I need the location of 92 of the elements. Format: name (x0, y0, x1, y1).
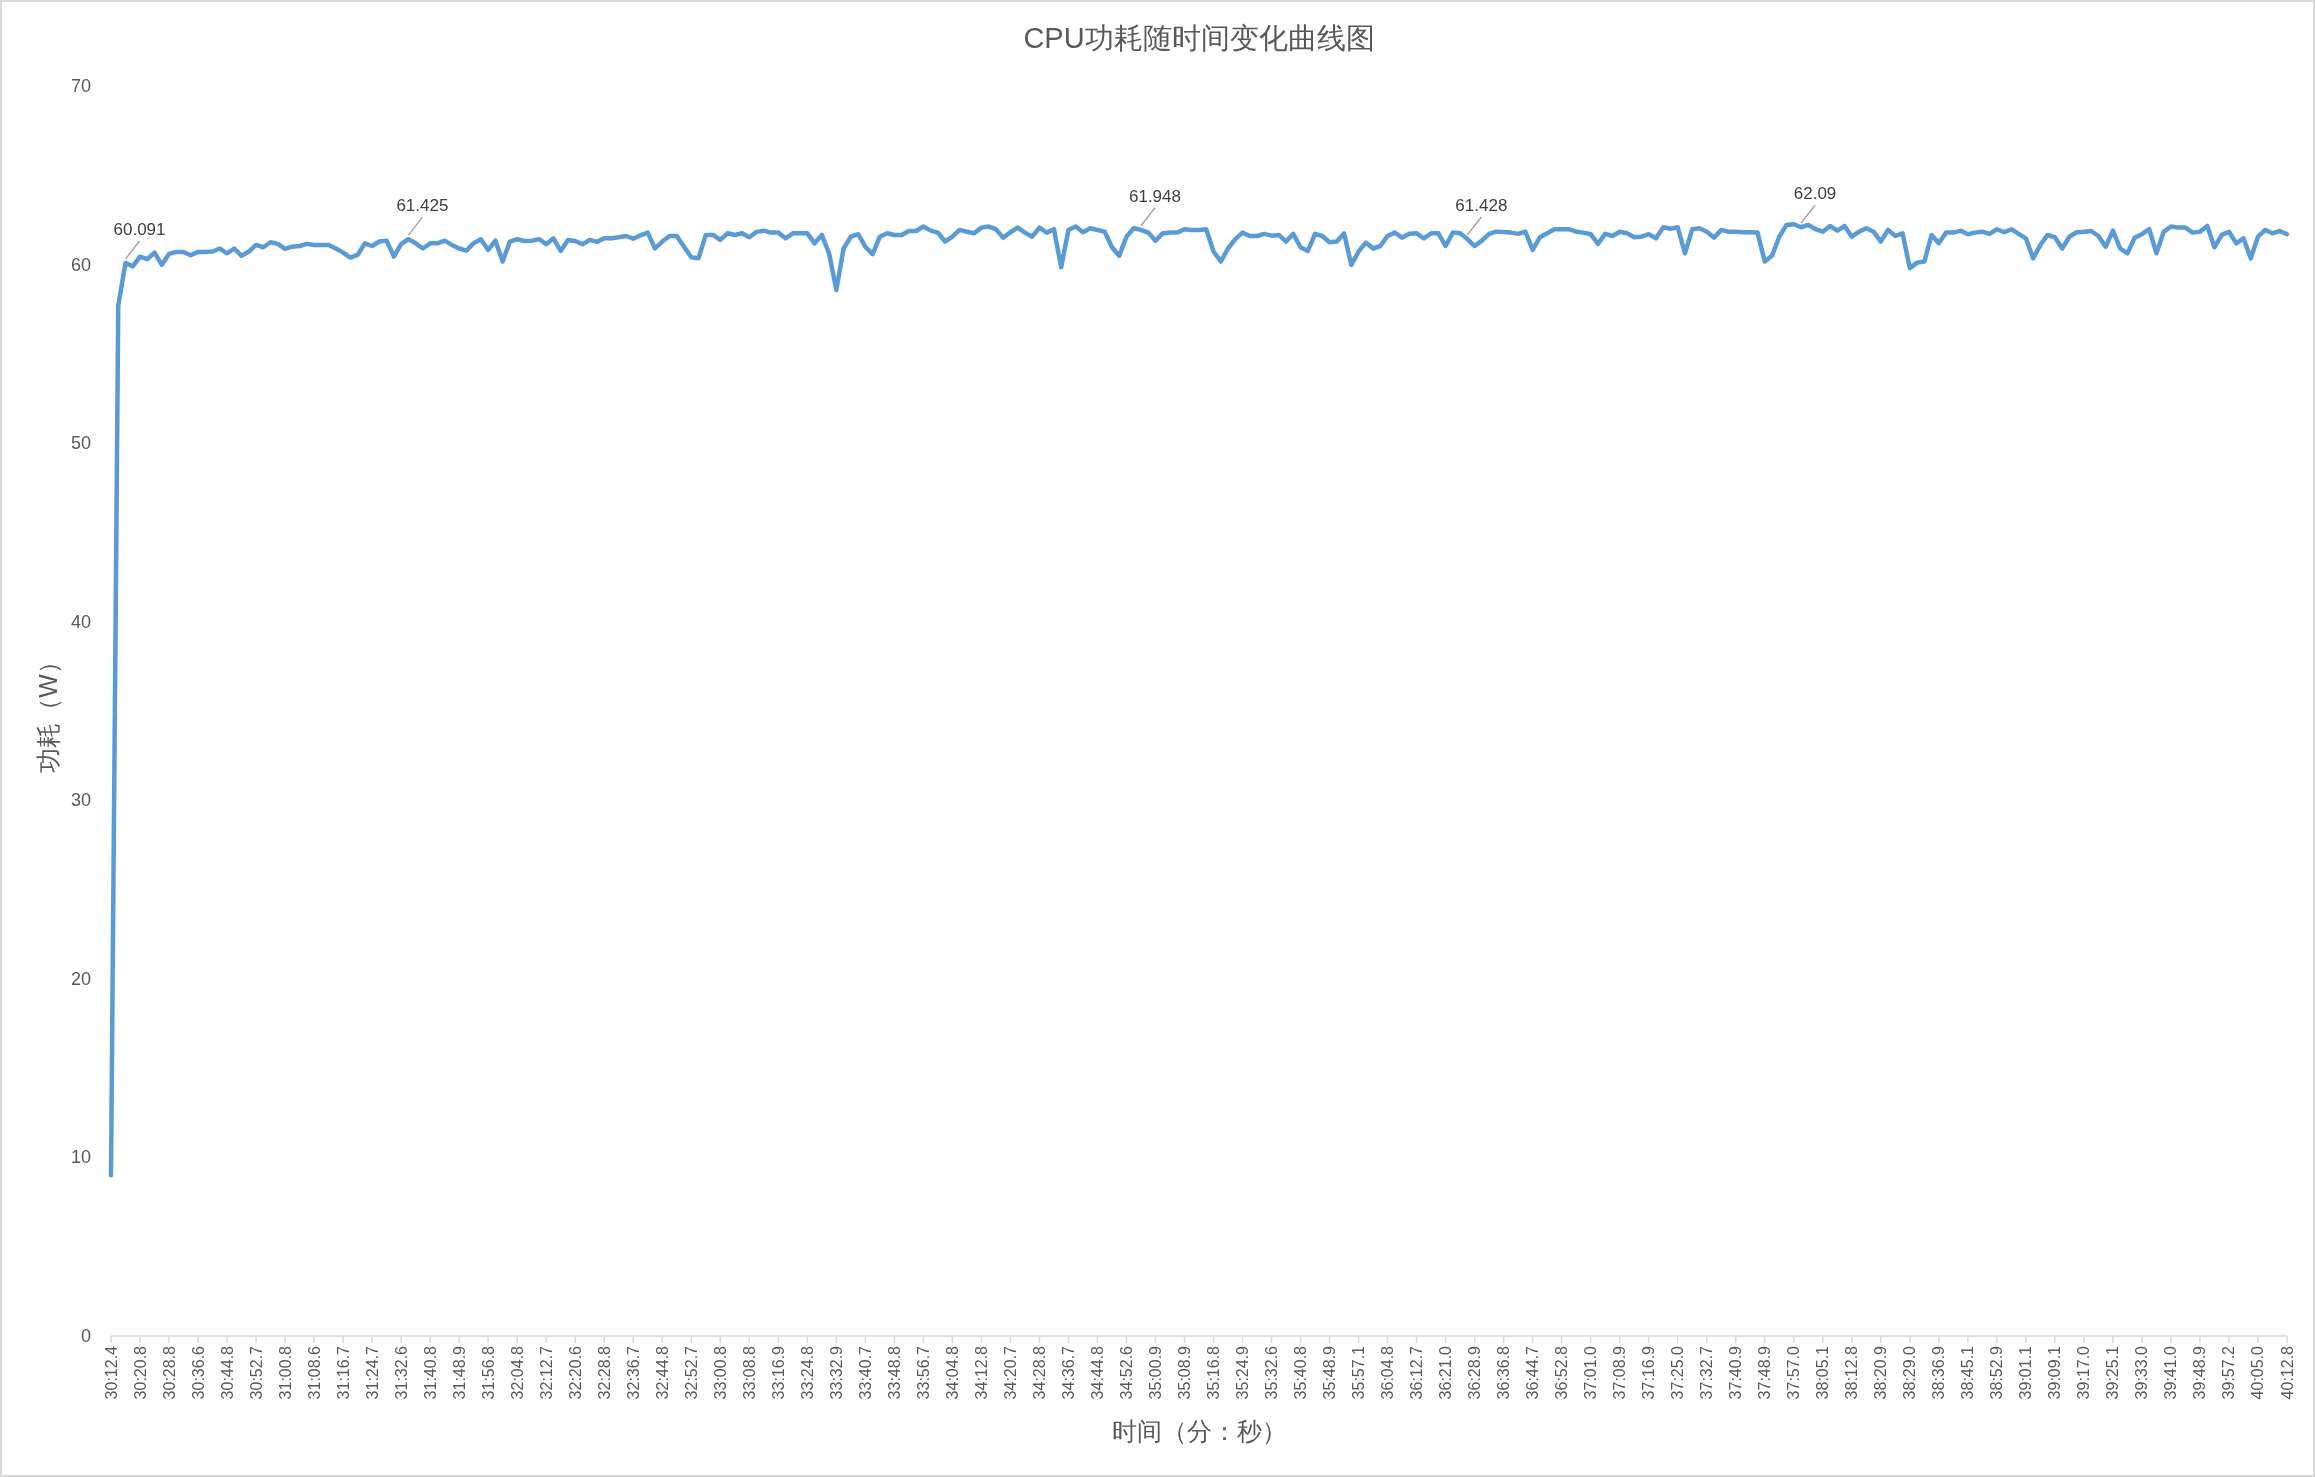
x-tick-label: 36:52.8 (1553, 1345, 1571, 1400)
x-tick-label: 31:56.8 (479, 1345, 497, 1400)
x-tick-label: 33:48.8 (885, 1345, 903, 1400)
x-tick-label: 36:04.8 (1379, 1345, 1397, 1400)
x-tick-label: 39:09.1 (2046, 1345, 2064, 1400)
x-tick-label: 33:16.9 (769, 1345, 787, 1400)
x-tick-label: 31:08.6 (305, 1345, 323, 1400)
data-label: 62.09 (1793, 184, 1837, 204)
x-tick-label: 31:00.8 (276, 1345, 294, 1400)
x-tick-label: 34:36.7 (1059, 1345, 1077, 1400)
x-tick-label: 34:28.8 (1030, 1345, 1048, 1400)
x-tick-label: 33:56.7 (914, 1345, 932, 1400)
x-tick-label: 34:12.8 (972, 1345, 990, 1400)
data-label: 60.091 (113, 219, 166, 239)
x-tick-label: 36:21.0 (1437, 1345, 1455, 1400)
y-tick-label: 0 (80, 1326, 91, 1346)
x-tick-label: 36:12.7 (1408, 1345, 1426, 1400)
y-tick-label: 60 (70, 254, 91, 275)
x-tick-label: 30:44.8 (218, 1345, 236, 1400)
x-tick-label: 32:52.7 (682, 1345, 700, 1400)
x-tick-label: 35:08.9 (1175, 1345, 1193, 1400)
x-tick-label: 33:40.7 (856, 1345, 874, 1400)
x-tick-label: 35:48.9 (1321, 1345, 1339, 1400)
x-tick-label: 35:16.8 (1205, 1345, 1223, 1400)
x-tick-label: 40:05.0 (2249, 1345, 2267, 1400)
x-tick-label: 33:24.8 (798, 1345, 816, 1400)
x-tick-label: 38:29.0 (1901, 1345, 1919, 1400)
x-tick-label: 39:48.9 (2191, 1345, 2209, 1400)
x-tick-label: 31:16.7 (334, 1345, 352, 1400)
chart-title: CPU功耗随时间变化曲线图 (1023, 22, 1375, 54)
x-tick-label: 39:33.0 (2133, 1345, 2151, 1400)
x-tick-label: 32:28.8 (595, 1345, 613, 1400)
x-tick-label: 30:36.6 (189, 1345, 207, 1400)
y-tick-label: 50 (70, 433, 91, 454)
data-label: 61.425 (396, 196, 449, 216)
data-label: 61.428 (1455, 196, 1508, 216)
x-tick-label: 36:36.8 (1495, 1345, 1513, 1400)
x-tick-label: 35:40.8 (1292, 1345, 1310, 1400)
x-tick-label: 34:04.8 (943, 1345, 961, 1400)
x-tick-label: 35:32.6 (1263, 1345, 1281, 1400)
x-tick-label: 36:28.9 (1466, 1345, 1484, 1400)
y-tick-label: 70 (70, 76, 91, 96)
x-tick-label: 31:24.7 (363, 1345, 381, 1400)
x-tick-label: 32:12.7 (537, 1345, 555, 1400)
x-tick-label: 38:05.1 (1814, 1345, 1832, 1400)
x-tick-label: 31:48.9 (450, 1345, 468, 1400)
x-tick-label: 31:32.6 (392, 1345, 410, 1400)
x-tick-label: 31:40.8 (421, 1345, 439, 1400)
x-tick-label: 38:45.1 (1959, 1345, 1977, 1400)
data-label: 61.948 (1128, 186, 1181, 206)
x-tick-label: 33:08.8 (740, 1345, 758, 1400)
x-tick-label: 39:25.1 (2104, 1345, 2122, 1400)
x-tick-label: 32:36.7 (624, 1345, 642, 1400)
y-tick-label: 10 (70, 1147, 91, 1168)
y-tick-label: 30 (70, 790, 91, 811)
x-tick-label: 32:44.8 (653, 1345, 671, 1400)
x-axis-title: 时间（分：秒） (1111, 1417, 1287, 1445)
x-tick-label: 37:25.0 (1669, 1345, 1687, 1400)
x-tick-label: 38:20.9 (1872, 1345, 1890, 1400)
x-tick-label: 37:48.9 (1756, 1345, 1774, 1400)
x-tick-label: 35:00.9 (1146, 1345, 1164, 1400)
x-tick-label: 40:12.8 (2278, 1345, 2296, 1400)
x-tick-label: 34:52.6 (1117, 1345, 1135, 1400)
x-tick-label: 30:20.8 (131, 1345, 149, 1400)
y-axis-title: 功耗（W） (34, 649, 62, 773)
x-tick-label: 39:17.0 (2075, 1345, 2093, 1400)
x-tick-label: 37:57.0 (1785, 1345, 1803, 1400)
x-tick-label: 39:57.2 (2220, 1345, 2238, 1400)
x-tick-label: 32:20.6 (566, 1345, 584, 1400)
x-tick-label: 39:01.1 (2017, 1345, 2035, 1400)
x-tick-label: 34:44.8 (1088, 1345, 1106, 1400)
x-tick-label: 37:08.9 (1611, 1345, 1629, 1400)
x-tick-label: 38:52.9 (1988, 1345, 2006, 1400)
x-tick-label: 30:52.7 (247, 1345, 265, 1400)
x-tick-label: 34:20.7 (1001, 1345, 1019, 1400)
y-tick-label: 20 (70, 968, 91, 989)
x-tick-label: 35:57.1 (1350, 1345, 1368, 1400)
x-tick-label: 38:12.8 (1843, 1345, 1861, 1400)
x-tick-label: 30:12.4 (102, 1345, 120, 1400)
x-tick-label: 32:04.8 (508, 1345, 526, 1400)
y-tick-label: 40 (70, 611, 91, 632)
x-tick-label: 37:40.9 (1727, 1345, 1745, 1400)
x-tick-label: 36:44.7 (1524, 1345, 1542, 1400)
x-tick-label: 33:00.8 (711, 1345, 729, 1400)
x-tick-label: 37:01.0 (1582, 1345, 1600, 1400)
x-tick-label: 30:28.8 (160, 1345, 178, 1400)
x-tick-label: 35:24.9 (1234, 1345, 1252, 1400)
x-tick-label: 38:36.9 (1930, 1345, 1948, 1400)
x-tick-label: 37:16.9 (1640, 1345, 1658, 1400)
x-tick-label: 37:32.7 (1698, 1345, 1716, 1400)
x-tick-label: 39:41.0 (2162, 1345, 2180, 1400)
x-tick-label: 33:32.9 (827, 1345, 845, 1400)
